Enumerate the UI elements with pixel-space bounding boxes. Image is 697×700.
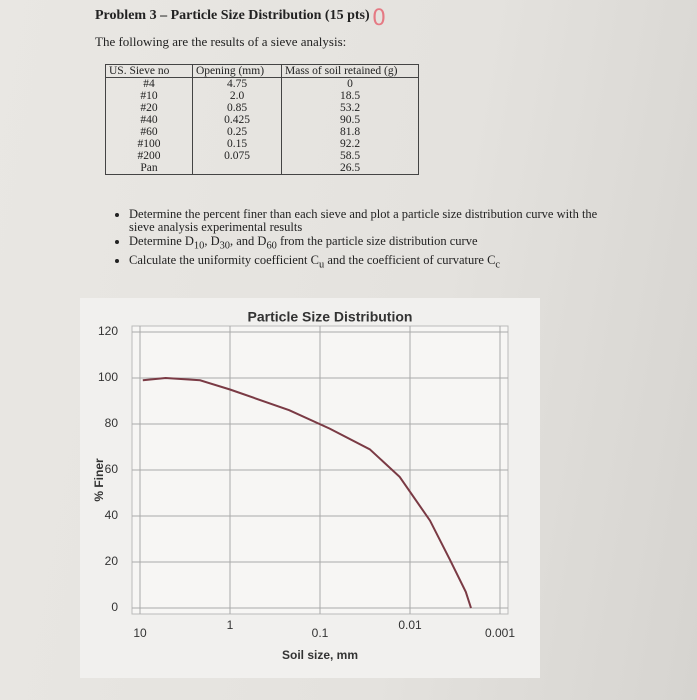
intro-text: The following are the results of a sieve… (95, 34, 347, 49)
x-tick-label: 0.01 (398, 618, 422, 632)
header-row: US. Sieve no Opening (mm) Mass of soil ret… (105, 64, 419, 78)
table-cell: #40 (105, 114, 193, 126)
x-axis-label: Soil size, mm (282, 648, 358, 662)
header-cell: US. Sieve no (105, 64, 193, 78)
subscript: u (318, 259, 325, 270)
subscript: 60 (266, 240, 277, 252)
table-row: #10 2.0 18.5 (105, 90, 419, 102)
chart: Particle Size Distribution 0 20 40 60 80 100 12… (80, 298, 540, 678)
table-cell: 90.5 (281, 114, 419, 126)
task-text: and the coefficient of curvature C (324, 252, 496, 267)
table-cell: 0.425 (192, 114, 282, 126)
sieve-table: US. Sieve no Opening (mm) Mass of soil ret… (105, 64, 419, 175)
y-tick-label: 100 (98, 370, 118, 384)
table-cell: 18.5 (281, 90, 419, 102)
subscript: c (495, 259, 501, 270)
task-item: Determine D10, D30, and D60 from the par… (129, 235, 599, 253)
table-row: #40 0.425 90.5 (105, 114, 419, 126)
subscript: 30 (219, 240, 230, 252)
task-text: from the particle size distribution curv… (276, 234, 478, 248)
table-cell: Pan (105, 162, 193, 175)
table-cell: #10 (105, 90, 193, 102)
x-tick-label: 0.001 (485, 626, 515, 640)
table-cell: #200 (105, 150, 193, 162)
task-text: , D (204, 234, 220, 248)
table-row: #4 4.75 0 (105, 77, 419, 90)
table-cell: 81.8 (281, 126, 419, 138)
grade-mark: 0 (372, 6, 386, 31)
header-cell: Opening (mm) (192, 64, 282, 78)
curve (142, 376, 472, 609)
table-cell: 58.5 (281, 150, 419, 162)
header-cell: Mass of soil retained (g) (281, 64, 419, 78)
task-list: Determine the percent finer than each si… (115, 208, 599, 272)
table-cell: 0.15 (192, 138, 282, 150)
table-row: #200 0.075 58.5 (105, 150, 419, 162)
table-cell: 0 (281, 77, 419, 90)
table-cell: 0.075 (192, 150, 282, 162)
y-tick-label: 20 (105, 554, 119, 568)
task-item: Determine the percent finer than each si… (129, 208, 599, 234)
subscript: 10 (193, 240, 205, 252)
task-text: Determine the percent finer than each si… (129, 207, 598, 234)
table-row: #60 0.25 81.8 (105, 126, 419, 138)
task-text: Calculate the uniformity coefficient C (129, 252, 319, 267)
table-cell: #4 (105, 77, 193, 90)
table-cell: 0.85 (192, 102, 282, 114)
y-tick-label: 80 (105, 416, 119, 430)
table-cell: 92.2 (281, 138, 419, 150)
task-text: Determine D (129, 234, 194, 248)
y-tick-label: 60 (105, 462, 119, 476)
table-cell: #100 (105, 138, 193, 150)
y-tick-label: 0 (111, 600, 118, 614)
table-row: #20 0.85 53.2 (105, 102, 419, 114)
table-cell: 2.0 (192, 90, 282, 102)
table-cell: #20 (105, 102, 193, 114)
table-cell: 0.25 (192, 126, 282, 138)
table-row: #100 0.15 92.2 (105, 138, 419, 150)
task-item: Calculate the uniformity coefficient Cu … (129, 252, 599, 272)
x-tick-label: 10 (133, 626, 147, 640)
table-cell: 53.2 (281, 102, 419, 114)
chart-title: Particle Size Distribution (248, 309, 413, 325)
y-tick-label: 40 (105, 508, 119, 522)
table-cell (192, 162, 282, 175)
table-row: Pan 26.5 (105, 162, 419, 175)
x-tick-label: 1 (227, 618, 234, 632)
x-tick-label: 0.1 (312, 626, 329, 640)
table-cell: 26.5 (281, 162, 419, 175)
y-axis-label: % Finer (92, 458, 106, 502)
problem-title: Problem 3 – Particle Size Distribution (… (95, 8, 370, 23)
task-text: , and D (230, 234, 267, 248)
table-cell: #60 (105, 126, 193, 138)
y-tick-label: 120 (98, 324, 118, 338)
table-cell: 4.75 (192, 77, 282, 90)
